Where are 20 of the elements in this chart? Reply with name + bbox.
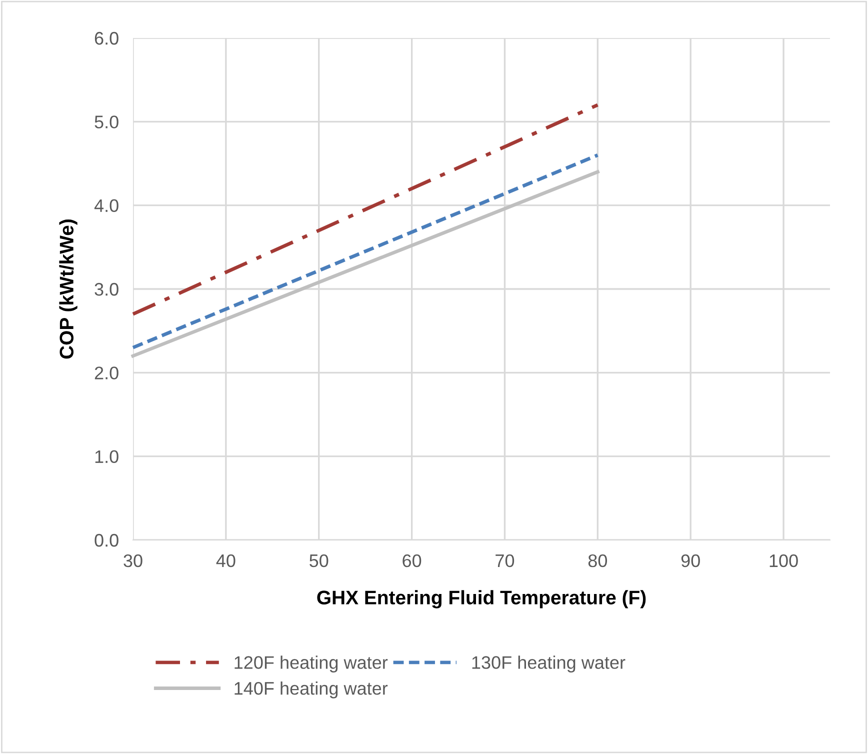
y-tick-label: 2.0 [94,366,118,380]
x-tick-label: 50 [310,554,328,568]
legend-label: 140F heating water [234,682,388,698]
y-tick-label: 6.0 [94,32,118,45]
x-axis-title: GHX Entering Fluid Temperature (F) [317,590,646,608]
legend-label: 130F heating water [472,656,626,672]
y-tick-label: 3.0 [94,282,118,296]
x-tick-label: 40 [216,554,236,568]
y-tick-label: 5.0 [94,116,118,128]
y-tick-label: 0.0 [94,534,118,547]
x-tick-label: 90 [681,554,700,568]
legend-label: 120F heating water [234,656,388,672]
x-tick-label: 70 [496,554,514,568]
y-axis-title: COP (kWt/kWe) [59,220,78,359]
x-tick-label: 80 [588,554,608,568]
y-tick-label: 1.0 [95,450,118,464]
x-tick-label: 100 [770,554,798,568]
y-tick-label: 4.0 [94,199,118,212]
x-tick-label: 60 [402,554,422,568]
x-tick-label: 30 [124,554,142,568]
